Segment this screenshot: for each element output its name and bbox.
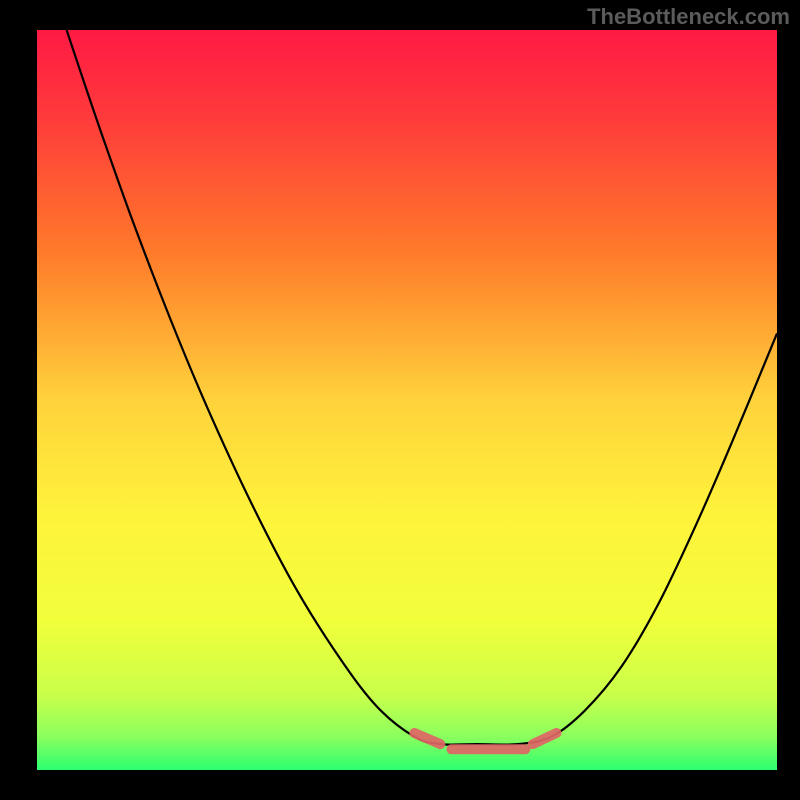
plot-area bbox=[37, 30, 777, 770]
watermark-label: TheBottleneck.com bbox=[587, 4, 790, 30]
chart-container: TheBottleneck.com bbox=[0, 0, 800, 800]
bottleneck-chart bbox=[0, 0, 800, 800]
